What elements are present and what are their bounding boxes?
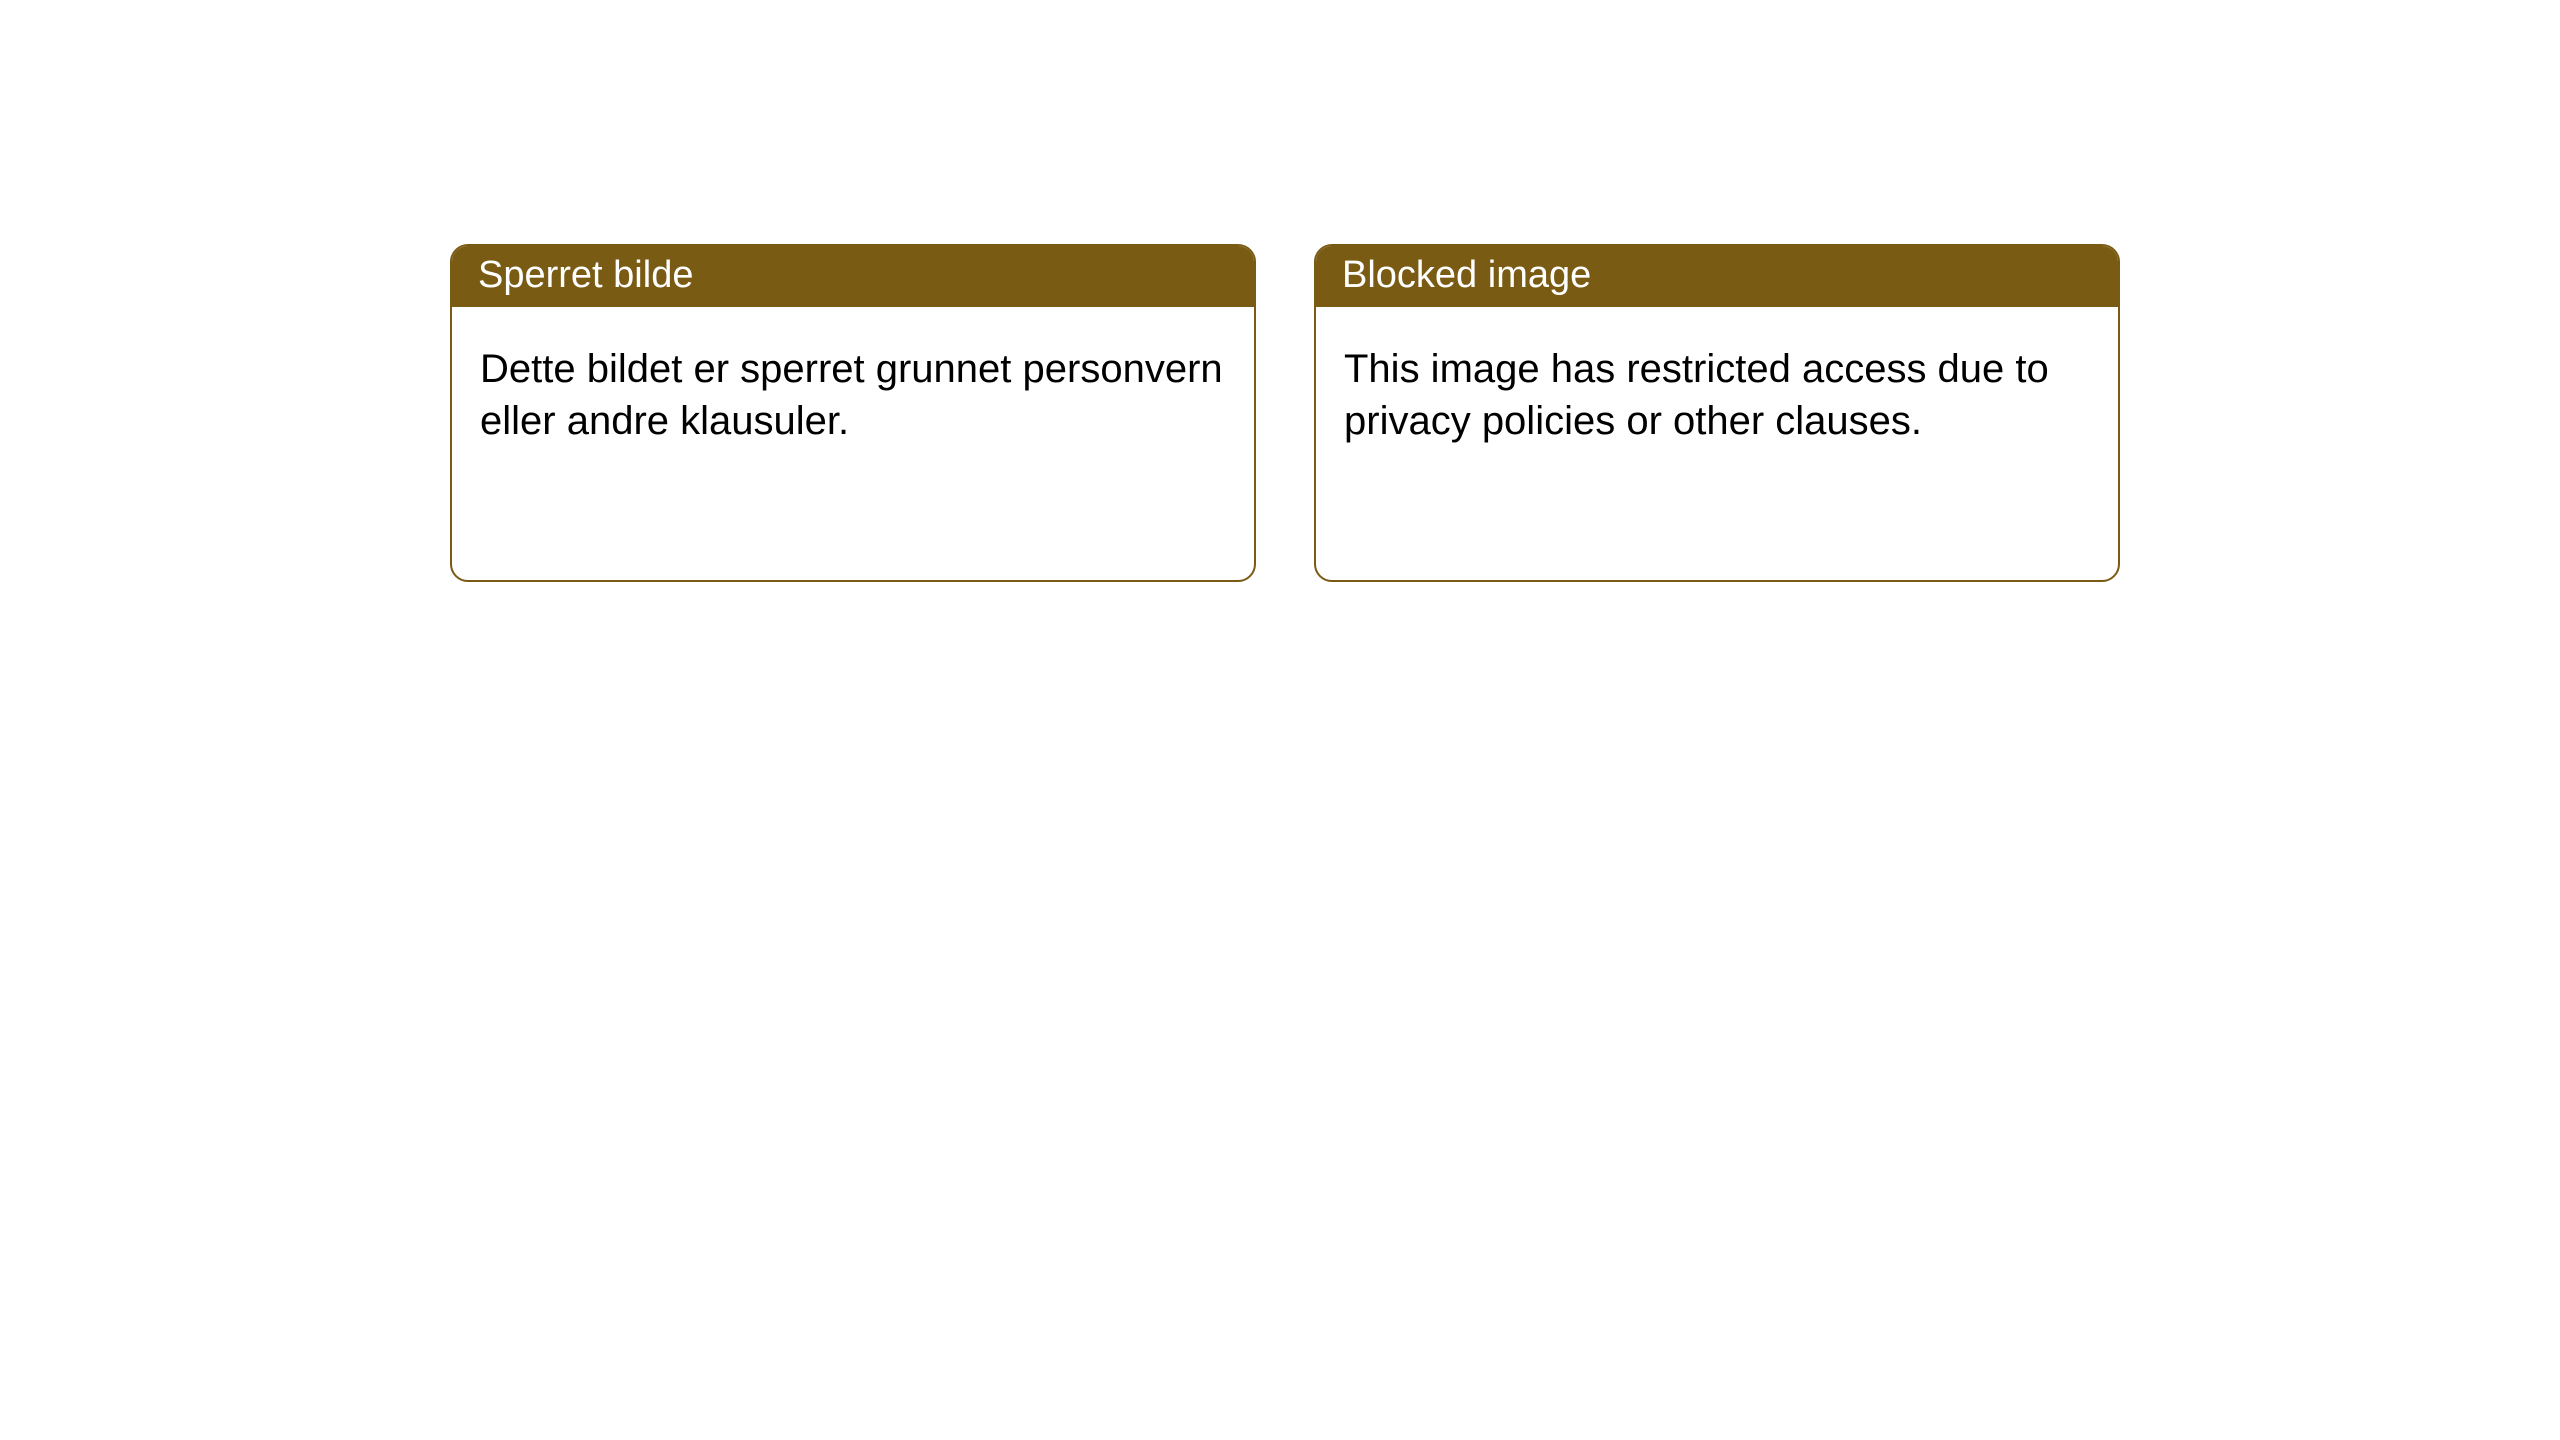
card-body-norwegian: Dette bildet er sperret grunnet personve… — [452, 307, 1254, 483]
card-norwegian: Sperret bilde Dette bildet er sperret gr… — [450, 244, 1256, 582]
cards-container: Sperret bilde Dette bildet er sperret gr… — [0, 0, 2560, 582]
card-header-english: Blocked image — [1316, 246, 2118, 307]
card-header-norwegian: Sperret bilde — [452, 246, 1254, 307]
card-english: Blocked image This image has restricted … — [1314, 244, 2120, 582]
card-body-english: This image has restricted access due to … — [1316, 307, 2118, 483]
